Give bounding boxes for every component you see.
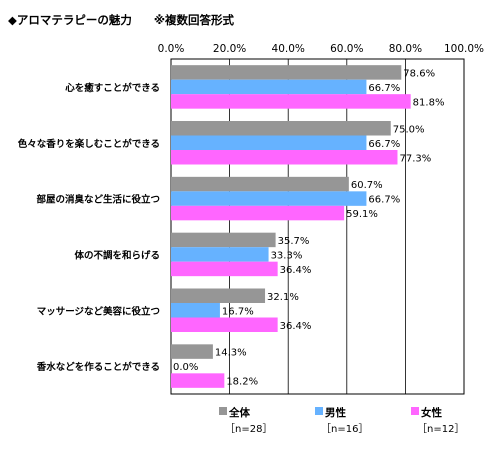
bar-male [171,191,367,206]
category-label: 色々な香りを楽しむことができる [18,138,160,150]
chart-note: ※複数回答形式 [153,13,235,27]
x-tick-label: 80.0% [389,43,422,55]
data-label: 36.4% [280,321,312,332]
data-label: 75.0% [393,124,425,135]
data-label: 60.7% [351,180,383,191]
bar-male [171,303,220,318]
bar-male [171,247,269,262]
data-label: 36.4% [280,265,312,276]
bar-female [171,205,345,221]
bar-all [171,121,391,136]
data-label: 78.6% [403,68,435,79]
data-label: 32.1% [267,292,299,303]
category-label: 体の不調を和らげる [74,249,160,261]
data-label: 0.0% [173,362,198,373]
chart-title-row: ◆アロマテラピーの魅力 ※複数回答形式 [8,12,234,28]
data-label: 18.2% [226,377,258,388]
bar-all [171,344,213,359]
x-tick-label: 40.0% [272,43,305,55]
legend-label: 男性 [325,406,346,419]
legend-swatch [219,407,227,415]
bar-female [171,94,411,109]
bar-female [171,317,278,332]
bar-all [171,176,349,192]
legend-count: ［n=28］ [225,423,272,435]
legend-swatch [411,407,419,415]
data-label: 14.3% [215,348,247,359]
bar-male [171,135,367,150]
bar-all [171,232,276,248]
data-label: 16.7% [222,306,254,317]
legend-count: ［n=12］ [417,423,464,435]
data-label: 81.8% [413,97,445,108]
bar-female [171,373,225,388]
x-tick-label: 100.0% [444,43,484,55]
category-label: 部屋の消臭など生活に役立つ [36,194,160,206]
plot-frame [170,58,465,395]
legend-count: ［n=16］ [321,423,368,435]
x-tick-label: 20.0% [213,43,246,55]
category-label: 心を癒すことができる [65,82,160,94]
category-label: 香水などを作ることができる [36,361,160,373]
data-label: 66.7% [368,83,400,94]
data-label: 66.7% [368,139,400,150]
legend-swatch [315,407,323,415]
chart-title: ◆アロマテラピーの魅力 [8,13,132,27]
data-label: 35.7% [278,236,310,247]
bar-all [171,288,266,303]
bar-all [171,65,402,80]
bar-female [171,150,398,165]
legend-label: 女性 [421,406,442,419]
data-label: 77.3% [399,153,431,164]
bar-female [171,261,278,277]
data-label: 33.3% [271,250,303,261]
bar-male [171,79,367,95]
x-tick-label: 60.0% [330,43,363,55]
category-label: マッサージなど美容に役立つ [37,305,160,317]
data-label: 59.1% [346,209,378,220]
legend-label: 全体 [228,406,250,419]
data-label: 66.7% [368,195,400,206]
x-tick-label: 0.0% [158,43,185,55]
